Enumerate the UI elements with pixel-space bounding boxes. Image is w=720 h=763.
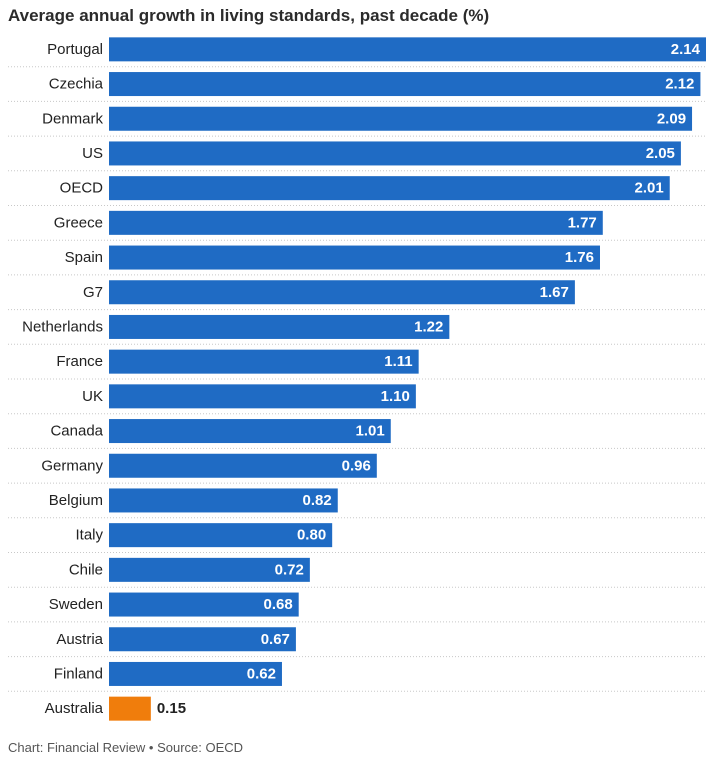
category-label-uk: UK [82, 388, 103, 405]
value-label-belgium: 0.82 [303, 492, 332, 509]
footer-separator: • [148, 740, 154, 755]
value-label-france: 1.11 [384, 353, 412, 370]
category-label-g7: G7 [83, 284, 103, 301]
value-label-denmark: 2.09 [657, 110, 686, 127]
category-label-spain: Spain [65, 249, 103, 266]
bar-g7 [109, 280, 575, 305]
bar-austria [109, 627, 296, 652]
value-label-spain: 1.76 [565, 249, 594, 266]
bar-italy [109, 523, 333, 548]
category-label-canada: Canada [50, 423, 103, 440]
bar-finland [109, 661, 282, 686]
value-label-uk: 1.10 [381, 388, 410, 405]
chart-credit: Chart: Financial Review [8, 740, 146, 755]
bar-spain [109, 245, 600, 270]
category-label-chile: Chile [69, 561, 103, 578]
value-label-us: 2.05 [646, 145, 675, 162]
category-label-netherlands: Netherlands [22, 318, 103, 335]
category-label-france: France [56, 353, 103, 370]
value-label-finland: 0.62 [247, 665, 276, 682]
category-label-italy: Italy [75, 527, 103, 544]
category-label-belgium: Belgium [49, 492, 103, 509]
bar-germany [109, 453, 377, 478]
category-label-australia: Australia [45, 700, 104, 717]
bar-belgium [109, 488, 338, 513]
value-label-netherlands: 1.22 [414, 318, 443, 335]
category-label-finland: Finland [54, 665, 103, 682]
chart-title: Average annual growth in living standard… [8, 6, 490, 25]
value-label-oecd: 2.01 [635, 180, 664, 197]
value-label-australia: 0.15 [157, 700, 186, 717]
category-label-sweden: Sweden [49, 596, 103, 613]
value-label-sweden: 0.68 [263, 596, 292, 613]
value-label-canada: 1.01 [356, 423, 385, 440]
category-label-oecd: OECD [60, 180, 104, 197]
category-label-us: US [82, 145, 103, 162]
bar-chart: Portugal 2.14 Czechia 2.12 Denmark 2.09 US 2.05… [8, 37, 706, 721]
value-label-germany: 0.96 [342, 457, 371, 474]
value-label-czechia: 2.12 [665, 76, 694, 93]
value-label-austria: 0.67 [261, 631, 290, 648]
bar-canada [109, 419, 391, 444]
value-label-greece: 1.77 [568, 214, 597, 231]
bar-france [109, 349, 419, 374]
chart-footer: Chart: Financial Review • Source: OECD [8, 740, 243, 755]
bar-uk [109, 384, 416, 409]
category-label-germany: Germany [41, 457, 103, 474]
value-label-italy: 0.80 [297, 527, 326, 544]
bar-us [109, 141, 681, 166]
bar-sweden [109, 592, 299, 617]
bar-chile [109, 557, 310, 582]
category-label-greece: Greece [54, 214, 103, 231]
category-label-czechia: Czechia [49, 76, 104, 93]
category-label-austria: Austria [56, 631, 103, 648]
category-label-portugal: Portugal [47, 41, 103, 58]
bar-australia [109, 696, 151, 721]
bar-netherlands [109, 314, 450, 339]
value-label-portugal: 2.14 [671, 41, 701, 58]
bar-greece [109, 210, 603, 235]
bar-oecd [109, 176, 670, 201]
source-note: Source: OECD [157, 740, 244, 755]
bar-portugal [109, 37, 706, 62]
bar-denmark [109, 106, 693, 131]
category-label-denmark: Denmark [42, 110, 103, 127]
value-label-g7: 1.67 [540, 284, 569, 301]
bar-czechia [109, 72, 701, 97]
value-label-chile: 0.72 [275, 561, 304, 578]
